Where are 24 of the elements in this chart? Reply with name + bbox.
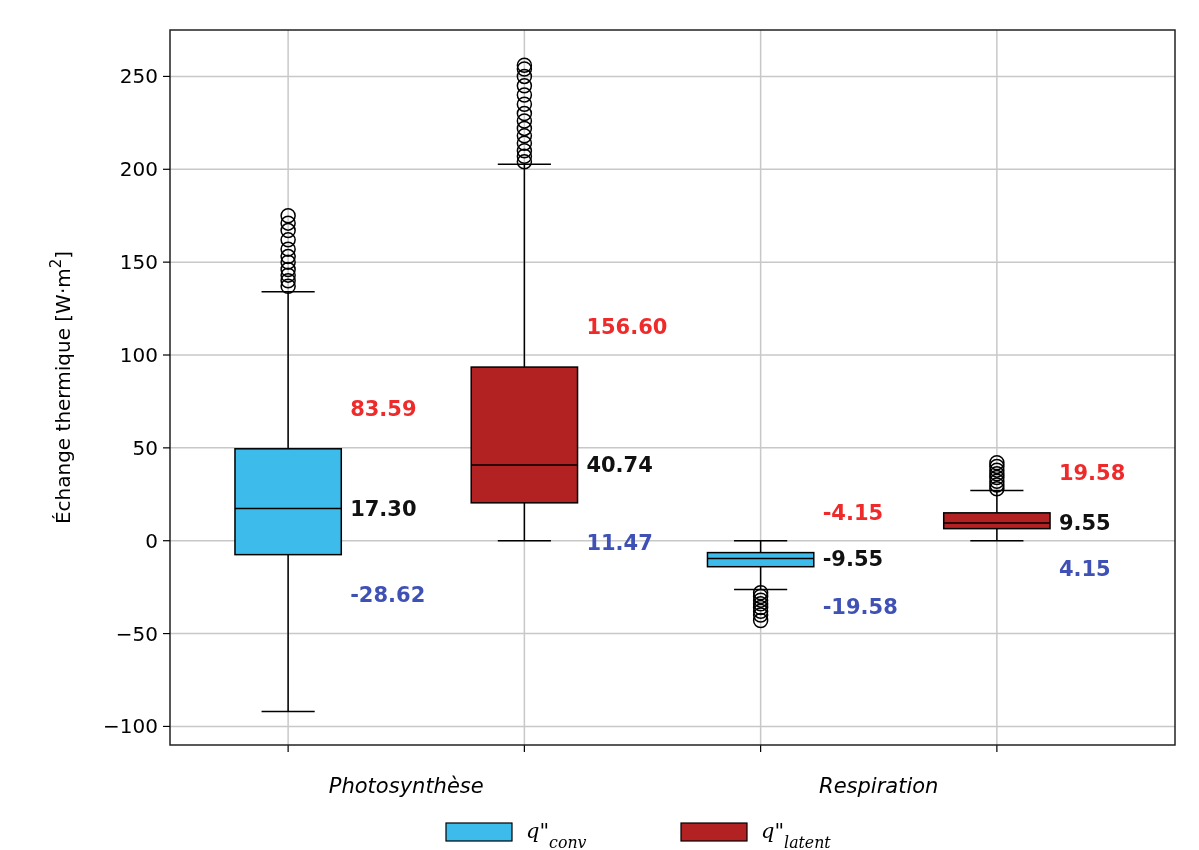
annotation: 83.59: [350, 397, 417, 422]
annotation: -4.15: [822, 500, 884, 525]
annotation: 156.60: [586, 315, 668, 340]
y-tick-label: 200: [119, 157, 158, 182]
annotation: 11.47: [586, 531, 653, 556]
annotation: 4.15: [1058, 556, 1111, 581]
annotation: -19.58: [822, 595, 898, 620]
legend-label: q"$_{latent}$: [761, 819, 832, 850]
annotation: 40.74: [586, 453, 653, 478]
annotation: 17.30: [350, 496, 417, 521]
y-tick-label: −100: [103, 714, 158, 739]
y-tick-label: 150: [119, 250, 158, 275]
y-tick-label: 250: [119, 64, 158, 89]
y-tick-label: 100: [119, 343, 158, 367]
annotation: -28.62: [350, 582, 426, 607]
x-tick-label: Photosynthèse: [328, 774, 484, 798]
annotation: 9.55: [1058, 511, 1111, 536]
annotation: 19.58: [1058, 461, 1126, 486]
y-tick-label: −50: [115, 621, 158, 646]
y-tick-label: 50: [132, 435, 158, 460]
x-tick-label: Respiration: [819, 774, 939, 798]
y-tick-label: 0: [145, 528, 158, 553]
annotation: -9.55: [822, 546, 884, 571]
legend-label: q"$_{conv}$: [526, 819, 587, 850]
